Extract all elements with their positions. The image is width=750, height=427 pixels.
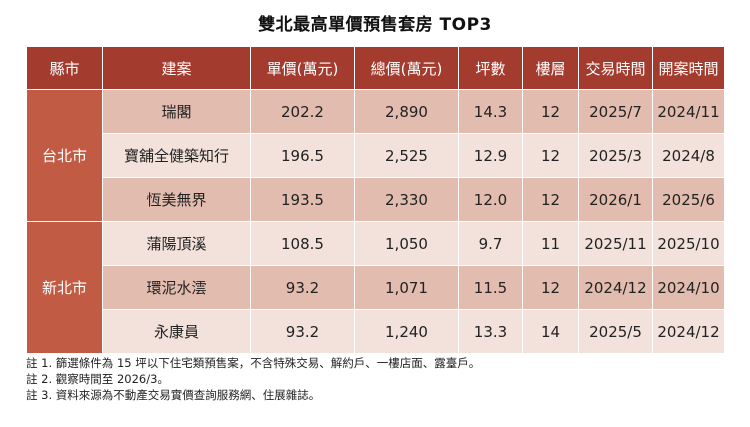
floor: 12 <box>522 133 579 178</box>
column-header: 建案 <box>102 46 251 90</box>
column-header: 坪數 <box>458 46 523 90</box>
open-time: 2024/8 <box>652 133 725 178</box>
header-row: 縣市 建案 單價(萬元) 總價(萬元) 坪數 樓層 交易時間 開案時間 <box>26 46 725 90</box>
open-time: 2024/11 <box>652 89 725 134</box>
table-row: 寶舖全健築知行 196.5 2,525 12.9 12 2025/3 2024/… <box>27 133 725 178</box>
project-name: 環泥水澐 <box>102 265 251 310</box>
total-price: 1,050 <box>354 221 459 266</box>
trade-time: 2025/5 <box>578 309 653 354</box>
table-row: 新北市 蒲陽頂溪 108.5 1,050 9.7 11 2025/11 2025… <box>26 221 725 354</box>
table-row: 永康員 93.2 1,240 13.3 14 2025/5 2024/12 <box>27 309 725 354</box>
project-name: 恆美無界 <box>102 177 251 222</box>
trade-time: 2026/1 <box>578 177 653 222</box>
unit-price: 193.5 <box>250 177 355 222</box>
total-price: 1,240 <box>354 309 459 354</box>
size: 13.3 <box>458 309 523 354</box>
open-time: 2025/10 <box>652 221 725 266</box>
table-row: 環泥水澐 93.2 1,071 11.5 12 2024/12 2024/10 <box>27 265 725 310</box>
footnote: 註 3. 資料來源為不動產交易實價查詢服務網、住展雜誌。 <box>26 388 321 402</box>
footnotes: 註 1. 篩選條件為 15 坪以下住宅類預售案，不含特殊交易、解約戶、一樓店面、… <box>26 355 726 403</box>
floor: 12 <box>522 89 579 134</box>
footnote: 註 2. 觀察時間至 2026/3。 <box>26 372 169 386</box>
column-header: 單價(萬元) <box>250 46 355 90</box>
size: 14.3 <box>458 89 523 134</box>
column-header: 縣市 <box>26 46 103 90</box>
open-time: 2025/6 <box>652 177 725 222</box>
unit-price: 196.5 <box>250 133 355 178</box>
column-header: 樓層 <box>522 46 579 90</box>
floor: 12 <box>522 177 579 222</box>
size: 9.7 <box>458 221 523 266</box>
total-price: 2,525 <box>354 133 459 178</box>
open-time: 2024/12 <box>652 309 725 354</box>
column-header: 交易時間 <box>578 46 653 90</box>
total-price: 2,890 <box>354 89 459 134</box>
table-row: 恆美無界 193.5 2,330 12.0 12 2026/1 2025/6 <box>27 177 725 222</box>
region-cell: 新北市 <box>26 221 103 354</box>
open-time: 2024/10 <box>652 265 725 310</box>
trade-time: 2024/12 <box>578 265 653 310</box>
project-name: 永康員 <box>102 309 251 354</box>
presale-table: 縣市 建案 單價(萬元) 總價(萬元) 坪數 樓層 交易時間 開案時間 台北市 … <box>26 46 725 354</box>
floor: 14 <box>522 309 579 354</box>
size: 11.5 <box>458 265 523 310</box>
total-price: 1,071 <box>354 265 459 310</box>
size: 12.0 <box>458 177 523 222</box>
unit-price: 202.2 <box>250 89 355 134</box>
table-row: 台北市 瑞閣 202.2 2,890 14.3 12 2025/7 2024/1… <box>26 89 725 222</box>
column-header: 開案時間 <box>652 46 725 90</box>
unit-price: 93.2 <box>250 265 355 310</box>
floor: 12 <box>522 265 579 310</box>
total-price: 2,330 <box>354 177 459 222</box>
project-name: 瑞閣 <box>102 89 251 134</box>
unit-price: 108.5 <box>250 221 355 266</box>
trade-time: 2025/7 <box>578 89 653 134</box>
column-header: 總價(萬元) <box>354 46 459 90</box>
footnote: 註 1. 篩選條件為 15 坪以下住宅類預售案，不含特殊交易、解約戶、一樓店面、… <box>26 356 481 370</box>
unit-price: 93.2 <box>250 309 355 354</box>
trade-time: 2025/3 <box>578 133 653 178</box>
table-title: 雙北最高單價預售套房 TOP3 <box>258 15 492 35</box>
project-name: 寶舖全健築知行 <box>102 133 251 178</box>
region-cell: 台北市 <box>26 89 103 222</box>
floor: 11 <box>522 221 579 266</box>
trade-time: 2025/11 <box>578 221 653 266</box>
size: 12.9 <box>458 133 523 178</box>
project-name: 蒲陽頂溪 <box>102 221 251 266</box>
